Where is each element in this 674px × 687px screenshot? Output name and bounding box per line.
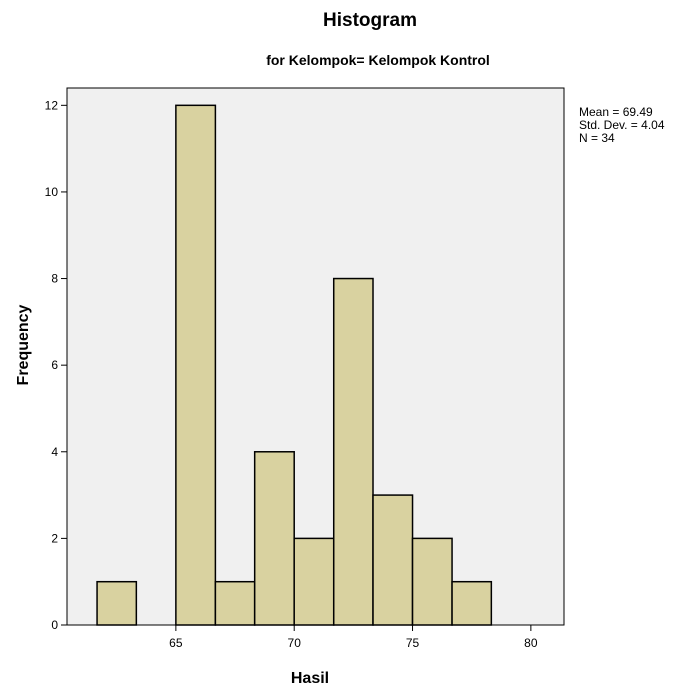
stat-std-dev: Std. Dev. = 4.04 <box>579 118 665 132</box>
histogram-bar <box>214 580 256 626</box>
y-tick-label: 2 <box>51 531 58 545</box>
y-tick-label: 12 <box>45 98 59 112</box>
histogram-bar <box>332 277 374 626</box>
y-tick-label: 0 <box>51 618 58 632</box>
histogram-bar <box>451 580 493 626</box>
bars-group <box>96 104 493 626</box>
y-tick-label: 4 <box>51 445 58 459</box>
x-tick-label: 75 <box>406 636 420 650</box>
histogram-bar <box>175 104 217 626</box>
x-tick-label: 80 <box>524 636 538 650</box>
histogram-bar <box>96 580 138 626</box>
y-tick-label: 6 <box>51 358 58 372</box>
histogram-bar <box>253 451 295 626</box>
x-tick-label: 65 <box>169 636 183 650</box>
plot-area <box>66 87 565 626</box>
x-axis-title: Hasil <box>291 670 329 687</box>
chart-subtitle: for Kelompok= Kelompok Kontrol <box>266 52 490 68</box>
histogram-bar <box>372 494 414 626</box>
y-axis-title: Frequency <box>15 304 32 385</box>
stat-mean: Mean = 69.49 <box>579 105 653 119</box>
histogram-bar <box>411 537 453 626</box>
x-axis: 65 70 75 80 <box>169 625 538 650</box>
y-axis: 0 2 4 6 8 10 12 <box>45 98 67 632</box>
chart-title: Histogram <box>323 10 417 31</box>
x-tick-label: 70 <box>288 636 302 650</box>
histogram-bar <box>293 537 335 626</box>
y-tick-label: 10 <box>45 185 59 199</box>
stat-n: N = 34 <box>579 131 615 145</box>
y-tick-label: 8 <box>51 272 58 286</box>
